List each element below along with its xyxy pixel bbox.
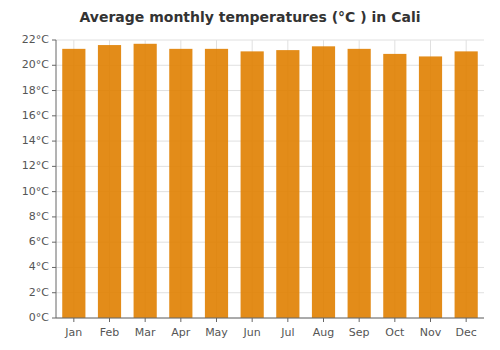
x-axis-line [56, 318, 484, 319]
chart-title: Average monthly temperatures (°C ) in Ca… [79, 9, 420, 25]
y-tick [52, 166, 56, 167]
x-tick [466, 318, 467, 322]
x-tick-label: Sep [349, 326, 370, 339]
y-tick [52, 90, 56, 91]
x-tick [109, 318, 110, 322]
y-tick-label: 2°C [29, 286, 49, 299]
y-tick-label: 20°C [22, 58, 49, 71]
x-tick-label: Dec [456, 326, 477, 339]
x-tick-label: Oct [385, 326, 405, 339]
x-tick [216, 318, 217, 322]
bar [241, 51, 264, 318]
y-tick [52, 318, 56, 319]
x-tick-label: Aug [313, 326, 334, 339]
y-tick [52, 115, 56, 116]
y-tick-label: 12°C [22, 159, 49, 172]
y-tick-label: 4°C [29, 260, 49, 273]
x-tick [287, 318, 288, 322]
x-tick [180, 318, 181, 322]
bar [419, 56, 442, 318]
y-tick-label: 22°C [22, 33, 49, 46]
y-axis-line [56, 40, 57, 318]
y-tick [52, 242, 56, 243]
y-tick-label: 14°C [22, 134, 49, 147]
bar [134, 44, 157, 318]
x-tick-label: Jun [243, 326, 261, 339]
x-tick-label: May [205, 326, 228, 339]
bar [98, 45, 121, 318]
y-tick-label: 18°C [22, 84, 49, 97]
bars [62, 44, 478, 318]
bar [312, 46, 335, 318]
x-tick [145, 318, 146, 322]
y-tick-label: 16°C [22, 109, 49, 122]
y-tick [52, 40, 56, 41]
y-tick [52, 292, 56, 293]
bar [383, 54, 406, 318]
bar [348, 49, 371, 318]
x-tick [252, 318, 253, 322]
x-tick-label: Jan [64, 326, 82, 339]
y-tick-label: 6°C [29, 235, 49, 248]
x-tick [394, 318, 395, 322]
x-tick-label: Apr [171, 326, 191, 339]
grid-line-y [56, 40, 484, 41]
grid [56, 40, 484, 318]
x-tick [323, 318, 324, 322]
x-tick [73, 318, 74, 322]
y-tick-label: 0°C [29, 311, 49, 324]
y-tick [52, 216, 56, 217]
x-tick-label: Jul [280, 326, 294, 339]
y-tick-label: 10°C [22, 185, 49, 198]
axes: 0°C 2°C 4°C 6°C 8°C 10°C 12°C 14°C 16°C 18°C 20°C 2… [22, 33, 484, 339]
y-tick [52, 191, 56, 192]
bar [276, 50, 299, 318]
bar [455, 51, 478, 318]
x-tick [430, 318, 431, 322]
chart-container: 0°C 2°C 4°C 6°C 8°C 10°C 12°C 14°C 16°C 18°C 20°C 2… [0, 0, 500, 350]
y-tick [52, 267, 56, 268]
chart-svg: 0°C 2°C 4°C 6°C 8°C 10°C 12°C 14°C 16°C 18°C 20°C 2… [0, 0, 500, 350]
y-tick [52, 65, 56, 66]
x-tick-label: Feb [100, 326, 119, 339]
x-tick-label: Nov [420, 326, 442, 339]
y-tick [52, 141, 56, 142]
bar [62, 49, 85, 318]
bar [205, 49, 228, 318]
x-tick [359, 318, 360, 322]
grid-line-y [56, 318, 484, 319]
bar [169, 49, 192, 318]
y-tick-label: 8°C [29, 210, 49, 223]
x-tick-label: Mar [135, 326, 156, 339]
